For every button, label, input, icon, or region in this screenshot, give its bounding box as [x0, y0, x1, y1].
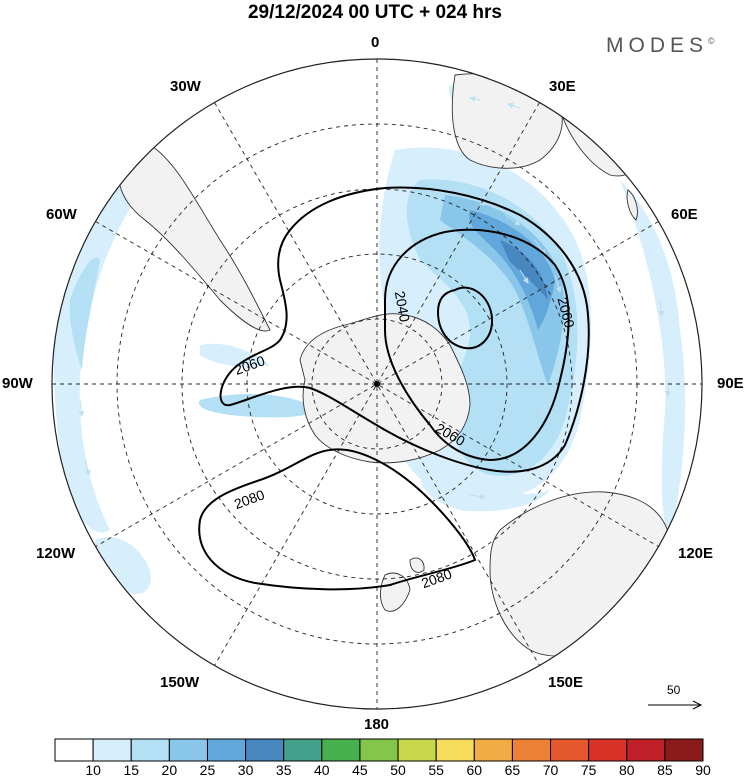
jet-shade-30b: [500, 240, 548, 300]
colorbar-swatch: [550, 738, 590, 762]
contour-2080-north: [219, 186, 590, 473]
wind-vector: [469, 493, 486, 500]
africa: [451, 73, 563, 169]
meridian-label-30w: 30W: [170, 78, 201, 95]
australia: [489, 491, 671, 657]
wind-scale-arrowhead: [692, 700, 703, 710]
colorbar-tick-label: 30: [237, 762, 254, 778]
height-contours: [198, 186, 590, 591]
wind-vector: [499, 299, 507, 316]
colorbar-swatch: [588, 738, 628, 762]
registered-mark: ©: [708, 36, 715, 46]
meridian-label-150w: 150W: [160, 674, 200, 691]
contour-2080-south: [198, 448, 477, 591]
brand-logo: MODES©: [606, 34, 715, 58]
colorbar-swatch: [359, 738, 399, 762]
colorbar-swatch: [92, 738, 132, 762]
colorbar-tick-label: 25: [199, 762, 216, 778]
wind-vector: [507, 102, 521, 109]
colorbar-swatch: [245, 738, 285, 762]
colorbar-tick-label: 50: [390, 762, 406, 778]
jet-shade-30: [469, 210, 555, 330]
wind-vector: [78, 399, 85, 417]
wind-vector: [85, 279, 92, 297]
center-shade: [199, 394, 320, 418]
meridian-label-30e: 30E: [549, 78, 576, 95]
colorbar-tick-label: 75: [580, 762, 597, 778]
wind-vector: [508, 379, 516, 396]
jet-shade-25: [440, 195, 565, 385]
wind-scale-label: 50: [667, 683, 681, 697]
new-zealand: [380, 572, 411, 612]
contour-label: 2040: [392, 290, 413, 324]
colorbar: [54, 738, 704, 762]
contour-label: 2060: [554, 295, 578, 329]
madagascar: [626, 189, 638, 221]
meridian-label-60w: 60W: [46, 206, 77, 223]
wind-vector: [504, 214, 521, 226]
colorbar-swatch: [473, 738, 513, 762]
meridian-label-120e: 120E: [678, 545, 714, 562]
colorbar-swatch: [511, 738, 552, 762]
colorbar-swatch: [130, 738, 170, 762]
polar-map: 2040 2060 2060 2060 2080 2080: [51, 58, 703, 710]
colorbar-tick-label: 10: [85, 762, 101, 778]
colorbar-swatch: [206, 738, 247, 762]
colorbar-swatch: [664, 738, 704, 762]
colorbar-swatch: [321, 738, 361, 762]
graticule: [52, 59, 702, 709]
colorbar-tick-label: 20: [161, 762, 178, 778]
colorbar-swatch: [54, 738, 94, 762]
meridian-label-90w: 90W: [2, 375, 33, 392]
map-title: 29/12/2024 00 UTC + 024 hrs: [247, 2, 503, 23]
colorbar-tick-label: 70: [542, 762, 559, 778]
colorbar-tick-label: 85: [657, 762, 673, 778]
meridian-label-0: 0: [371, 34, 380, 51]
colorbar-tick-label: 15: [123, 762, 140, 778]
meridian-label-90e: 90E: [717, 375, 744, 392]
south-america: [118, 143, 271, 332]
contour-label: 2080: [232, 486, 267, 512]
meridian-label-150e: 150E: [548, 674, 584, 691]
east-shade: [620, 180, 686, 540]
colorbar-swatch: [626, 738, 666, 762]
wind-vector: [519, 269, 529, 284]
colorbar-tick-label: 65: [504, 762, 521, 778]
colorbar-swatch: [283, 738, 323, 762]
south-pole-marker: [374, 381, 380, 387]
wind-vector: [554, 359, 561, 379]
wind-vector: [658, 299, 665, 317]
colorbar-swatch: [435, 738, 475, 762]
colorbar-swatch: [397, 738, 437, 762]
colorbar-tick-label: 80: [618, 762, 635, 778]
contour-2040: [436, 286, 494, 350]
map-boundary: [51, 58, 703, 710]
wind-vector: [84, 459, 91, 476]
colorbar-tick-label: 35: [275, 762, 292, 778]
new-zealand-north: [409, 557, 425, 573]
colorbar-tick-label: 60: [466, 762, 483, 778]
west-shade-b: [69, 257, 100, 370]
brand-name: MODES: [606, 34, 709, 57]
antarctica: [299, 313, 471, 464]
sw-shade: [95, 536, 151, 594]
contour-2060: [384, 228, 570, 462]
colorbar-tick-label: 55: [428, 762, 444, 778]
wind-vector: [469, 96, 481, 102]
center-shade-b: [200, 343, 270, 367]
wind-vector: [554, 274, 562, 293]
meridian-label-60e: 60E: [671, 206, 698, 223]
meridian-label-180: 180: [364, 716, 390, 733]
colorbar-swatch: [168, 738, 208, 762]
colorbar-tick-label: 40: [314, 762, 330, 778]
wind-vector: [539, 399, 549, 416]
meridian-label-120w: 120W: [36, 545, 76, 562]
africa-east: [559, 84, 642, 177]
colorbar-tick-label: 45: [352, 762, 368, 778]
colorbar-tick-label: 90: [695, 762, 711, 778]
